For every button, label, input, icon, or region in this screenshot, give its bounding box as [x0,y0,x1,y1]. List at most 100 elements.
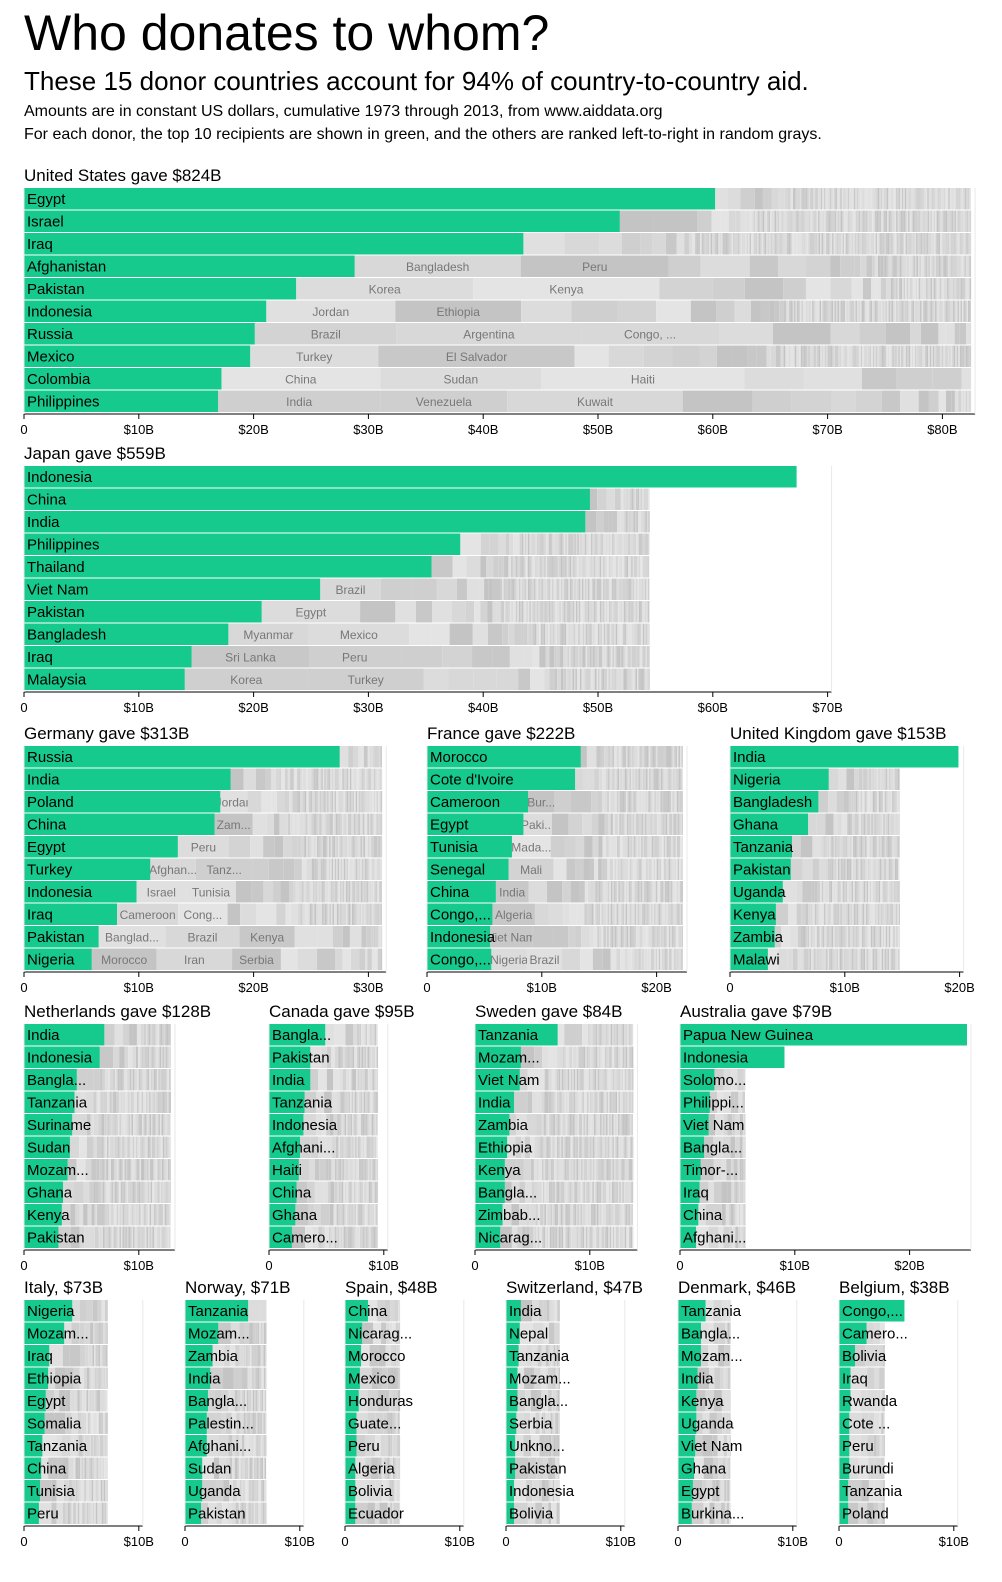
other-recipient-segment [131,1204,134,1226]
other-recipient-segment [319,791,322,813]
other-recipient-segment [363,768,365,790]
other-recipient-segment [67,1159,77,1181]
other-recipient-segment [558,1091,561,1113]
other-recipient-segment [373,813,375,835]
other-recipient-segment [964,188,967,210]
other-recipient-segment [838,903,841,925]
other-recipient-segment [158,1114,161,1136]
source-note: Amounts are in constant US dollars, cumu… [24,103,663,120]
other-recipient-segment [792,300,795,322]
other-recipient-segment [639,623,642,645]
other-recipient-segment [539,578,542,600]
other-recipient-segment [141,1091,144,1113]
other-recipient-segment [118,1204,120,1226]
other-recipient-segment [638,556,641,578]
other-recipients-row: Sri Lanka Peru [191,646,650,668]
other-recipient-segment [606,1046,608,1068]
other-recipient-segment [265,768,272,790]
other-recipient-segment [376,1136,378,1158]
other-recipient-segment [955,188,958,210]
other-recipient-segment [899,768,900,790]
other-recipient-segment [323,813,326,835]
other-recipient-segment [508,601,510,623]
other-recipient-segment [624,1024,626,1046]
other-recipient-segment [865,836,867,858]
other-recipients-row [76,1069,171,1091]
other-recipient-segment [579,1024,583,1046]
other-recipient-segment [901,233,903,255]
other-recipient-segment [602,926,605,948]
other-recipient-segment [710,233,713,255]
other-recipient-segment [618,1024,620,1046]
x-tick-label: $10B [124,700,154,715]
other-recipient-segment [608,646,610,668]
other-recipients-row: Algeria [492,903,683,925]
other-recipient-segment [638,533,641,555]
other-recipient-segment [147,1046,150,1068]
other-recipient-segment [322,1114,327,1136]
other-recipient-segment [604,578,606,600]
other-recipient-segment [863,300,865,322]
other-recipient-segment [587,533,590,555]
other-recipient-segment [853,813,855,835]
other-recipient-segment [854,926,856,948]
other-recipient-segment [831,903,833,925]
other-recipient-segment [932,278,934,300]
other-recipient-segment [578,646,580,668]
other-recipient-segment [846,188,848,210]
top-recipient-bar [475,1181,505,1203]
other-recipient-segment [143,1046,145,1068]
other-recipient-segment [330,1046,335,1068]
other-recipient-segment [594,1136,596,1158]
other-recipient-segment [602,1069,604,1091]
recipient-label: Senegal [430,861,485,878]
other-recipient-segment [627,1024,629,1046]
other-recipient-segment [266,300,396,322]
other-recipient-segment [339,881,342,903]
other-recipient-segment [334,768,337,790]
other-recipient-segment [852,210,855,232]
other-recipient-segment [526,1204,530,1226]
other-recipient-segment [556,556,558,578]
other-recipient-segment [473,668,497,690]
other-recipient-segment [844,345,846,367]
other-recipient-segment [588,1024,590,1046]
recipient-label: Viet Nam [478,1072,539,1089]
other-recipient-segment [869,926,871,948]
other-recipient-segment [589,533,591,555]
other-recipient-segment [345,858,347,880]
top-recipient-bar [24,1226,59,1248]
other-recipient-segment [621,1091,624,1113]
other-recipient-segment [676,881,679,903]
other-recipient-segment [639,881,641,903]
other-recipient-label: Peru [582,260,607,274]
other-recipient-segment [928,233,930,255]
other-recipient-segment [644,623,646,645]
other-recipient-segment [895,903,898,925]
other-recipient-segment [130,1114,132,1136]
other-recipient-label: Venezuela [416,395,472,409]
other-recipient-segment [855,390,882,412]
other-recipient-segment [630,746,632,768]
other-recipient-segment [968,390,971,412]
recipient-label: Thailand [27,559,85,576]
other-recipient-segment [615,746,617,768]
other-recipient-segment [617,1091,619,1113]
other-recipient-segment [629,1159,631,1181]
other-recipient-segment [596,668,598,690]
other-recipient-segment [610,578,612,600]
top-recipient-bar [24,210,620,232]
other-recipient-segment [641,668,643,690]
other-recipient-segment [595,1024,598,1046]
other-recipient-segment [813,300,816,322]
other-recipient-segment [345,1204,348,1226]
other-recipient-segment [314,1204,321,1226]
other-recipient-segment [368,1069,370,1091]
other-recipient-segment [560,578,563,600]
other-recipient-segment [930,278,933,300]
other-recipient-segment [640,791,643,813]
other-recipient-segment [739,233,741,255]
other-recipient-segment [950,233,953,255]
other-recipient-segment [880,278,887,300]
other-recipient-segment [927,300,930,322]
